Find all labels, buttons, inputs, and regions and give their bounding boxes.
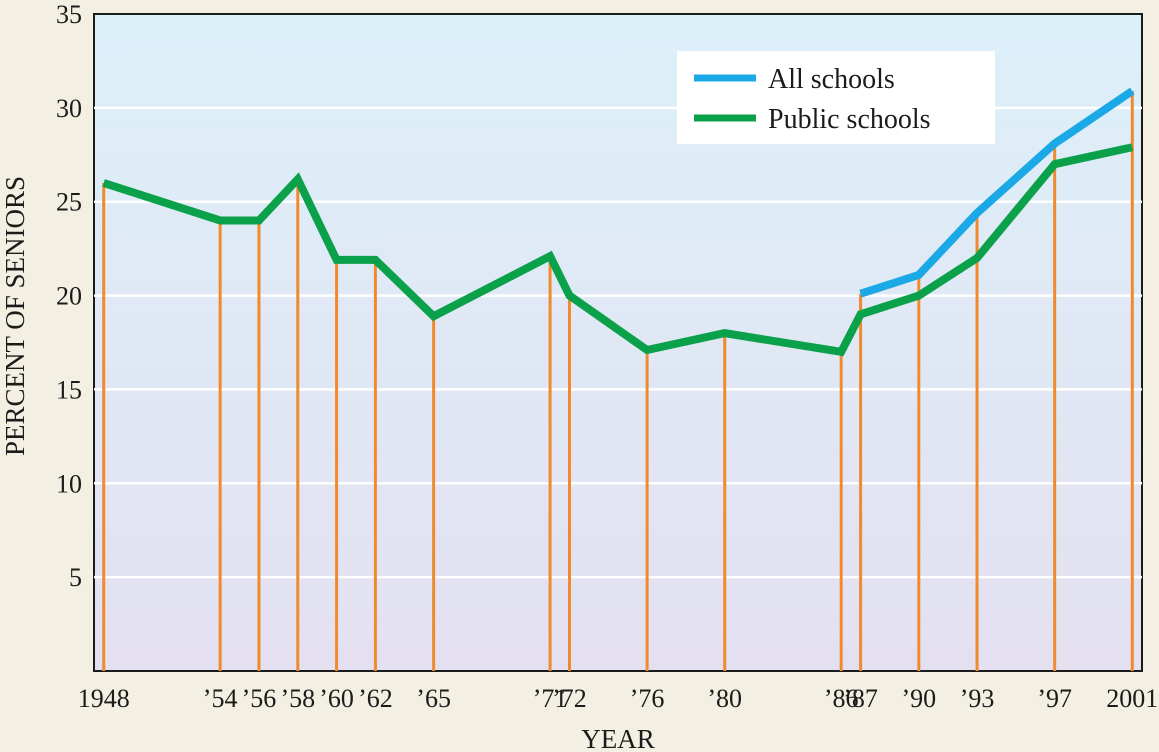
x-tick-label-1980: ’80 <box>707 684 742 713</box>
x-tick-label-1971: ’71 <box>533 684 568 713</box>
drop-lines <box>102 90 1134 671</box>
y-tick-label-35: 35 <box>56 0 82 29</box>
x-axis-title: YEAR <box>581 724 655 752</box>
x-tick-label-1962: ’62 <box>358 684 393 713</box>
x-tick-label-1956: ’56 <box>242 684 277 713</box>
x-tick-label-1960: ’60 <box>319 684 354 713</box>
x-tick-label-1997: ’97 <box>1037 684 1072 713</box>
series-lines <box>102 87 1135 357</box>
x-axis: 1948 ’54’56’58’60’62 ’65 ’71’72 ’76 ’80 ’86’87… <box>78 684 1159 713</box>
legend-label-public-schools: Public schools <box>768 104 931 135</box>
y-tick-label-25: 25 <box>56 188 82 217</box>
y-tick-label-30: 30 <box>56 94 82 123</box>
x-tick-label-2001: 2001 <box>1106 684 1158 713</box>
y-axis: 5 10 15 20 25 30 35 <box>56 0 82 592</box>
x-tick-label-1987: ’87 <box>843 684 878 713</box>
x-tick-label-1972: ’72 <box>552 684 587 713</box>
legend: All schools Public schools <box>677 51 995 144</box>
x-tick-label-1954: ’54 <box>203 684 238 713</box>
y-tick-label-20: 20 <box>56 282 82 311</box>
x-tick-label-1948: 1948 <box>78 684 130 713</box>
x-tick-label-1976: ’76 <box>630 684 665 713</box>
x-tick-label-1986: ’86 <box>824 684 859 713</box>
legend-box <box>677 51 995 144</box>
series-line-public-schools <box>102 143 1134 357</box>
y-tick-label-15: 15 <box>56 375 82 404</box>
x-tick-label-1958: ’58 <box>280 684 315 713</box>
y-tick-label-10: 10 <box>56 469 82 498</box>
x-tick-label-1965: ’65 <box>416 684 451 713</box>
x-tick-label-1990: ’90 <box>901 684 936 713</box>
series-line-all-schools <box>859 87 1135 298</box>
x-tick-label-1993: ’93 <box>960 684 995 713</box>
y-tick-label-5: 5 <box>69 563 82 592</box>
legend-label-all-schools: All schools <box>768 64 895 95</box>
y-axis-title: PERCENT OF SENIORS <box>0 176 30 456</box>
